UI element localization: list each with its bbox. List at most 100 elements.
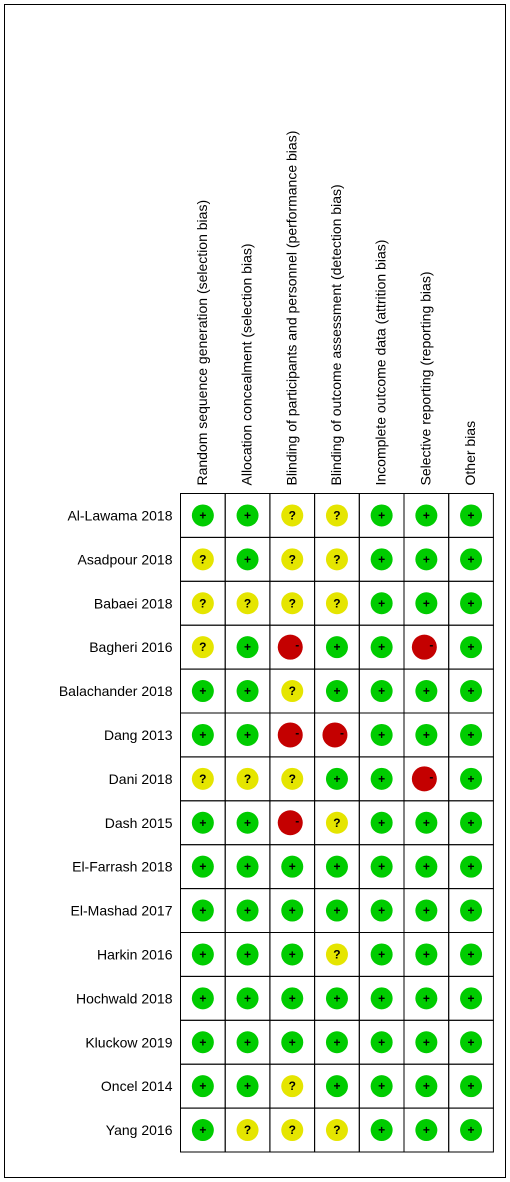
judgement-symbol: + — [333, 860, 340, 874]
judgement-symbol: ? — [333, 508, 340, 522]
judgement-dot — [281, 1119, 304, 1142]
column-header: Random sequence generation (selection bi… — [194, 200, 210, 486]
judgement-dot — [236, 1031, 259, 1054]
column-header: Selective reporting (reporting bias) — [417, 272, 433, 486]
judgement-dot — [325, 899, 348, 922]
judgement-dot — [191, 1075, 214, 1098]
judgement-symbol: + — [378, 1079, 385, 1093]
judgement-dot — [325, 680, 348, 703]
judgement-symbol: ? — [289, 772, 296, 786]
judgement-symbol: + — [423, 1035, 430, 1049]
judgement-symbol: + — [244, 904, 251, 918]
study-label: Harkin 2016 — [97, 946, 173, 962]
judgement-symbol: ? — [289, 508, 296, 522]
judgement-symbol: ? — [333, 816, 340, 830]
judgement-dot — [191, 1119, 214, 1142]
judgement-dot — [325, 1119, 348, 1142]
judgement-symbol: + — [333, 640, 340, 654]
judgement-dot — [191, 1031, 214, 1054]
judgement-symbol: - — [429, 638, 433, 652]
judgement-dot — [370, 767, 393, 790]
study-label: Dani 2018 — [109, 771, 173, 787]
judgement-symbol: + — [468, 991, 475, 1005]
judgement-symbol: + — [244, 947, 251, 961]
judgement-symbol: + — [378, 816, 385, 830]
judgement-symbol: + — [468, 860, 475, 874]
judgement-symbol: + — [468, 1035, 475, 1049]
study-label: Dang 2013 — [104, 727, 173, 743]
judgement-symbol: + — [244, 1035, 251, 1049]
judgement-symbol: + — [199, 1123, 206, 1137]
judgement-dot — [370, 943, 393, 966]
judgement-symbol: + — [333, 1079, 340, 1093]
judgement-dot — [191, 504, 214, 527]
judgement-symbol: ? — [333, 1123, 340, 1137]
judgement-symbol: ? — [199, 596, 206, 610]
judgement-symbol: ? — [244, 1123, 251, 1137]
judgement-dot — [281, 899, 304, 922]
judgement-symbol: + — [199, 816, 206, 830]
judgement-symbol: + — [289, 991, 296, 1005]
judgement-dot — [370, 636, 393, 659]
judgement-symbol: + — [289, 947, 296, 961]
judgement-symbol: + — [289, 1035, 296, 1049]
judgement-dot — [415, 1119, 438, 1142]
study-label: El-Farrash 2018 — [72, 859, 173, 875]
judgement-dot — [325, 767, 348, 790]
judgement-symbol: + — [378, 904, 385, 918]
judgement-symbol: + — [468, 904, 475, 918]
judgement-dot — [411, 634, 437, 660]
judgement-dot — [415, 680, 438, 703]
judgement-symbol: + — [199, 684, 206, 698]
judgement-dot — [415, 987, 438, 1010]
judgement-dot — [460, 1075, 483, 1098]
judgement-symbol: + — [468, 596, 475, 610]
judgement-dot — [325, 855, 348, 878]
judgement-dot — [460, 592, 483, 615]
judgement-dot — [415, 855, 438, 878]
judgement-symbol: + — [423, 552, 430, 566]
judgement-symbol: + — [199, 904, 206, 918]
judgement-dot — [191, 767, 214, 790]
judgement-dot — [415, 899, 438, 922]
judgement-symbol: + — [378, 947, 385, 961]
judgement-symbol: + — [289, 860, 296, 874]
judgement-dot — [460, 899, 483, 922]
judgement-dot — [460, 723, 483, 746]
judgement-dot — [370, 680, 393, 703]
judgement-dot — [191, 943, 214, 966]
judgement-dot — [236, 855, 259, 878]
judgement-symbol: ? — [289, 552, 296, 566]
judgement-symbol: + — [378, 1123, 385, 1137]
judgement-symbol: + — [468, 684, 475, 698]
judgement-dot — [236, 943, 259, 966]
judgement-dot — [236, 1119, 259, 1142]
judgement-symbol: + — [244, 640, 251, 654]
study-label: Bagheri 2016 — [89, 639, 173, 655]
judgement-symbol: + — [468, 1079, 475, 1093]
judgement-dot — [460, 767, 483, 790]
judgement-dot — [236, 548, 259, 571]
judgement-dot — [325, 987, 348, 1010]
judgement-dot — [370, 723, 393, 746]
judgement-symbol: + — [244, 508, 251, 522]
judgement-dot — [281, 943, 304, 966]
judgement-dot — [370, 1075, 393, 1098]
judgement-symbol: + — [423, 1079, 430, 1093]
judgement-dot — [460, 943, 483, 966]
judgement-dot — [415, 592, 438, 615]
judgement-symbol: + — [423, 508, 430, 522]
judgement-dot — [325, 548, 348, 571]
column-header: Blinding of outcome assessment (detectio… — [328, 184, 344, 485]
judgement-symbol: + — [244, 552, 251, 566]
judgement-symbol: + — [468, 728, 475, 742]
judgement-dot — [370, 899, 393, 922]
judgement-symbol: + — [199, 1079, 206, 1093]
judgement-dot — [460, 1119, 483, 1142]
judgement-dot — [236, 636, 259, 659]
judgement-symbol: - — [295, 726, 299, 740]
judgement-dot — [325, 1075, 348, 1098]
judgement-symbol: + — [378, 991, 385, 1005]
judgement-dot — [281, 855, 304, 878]
judgement-dot — [277, 634, 303, 660]
